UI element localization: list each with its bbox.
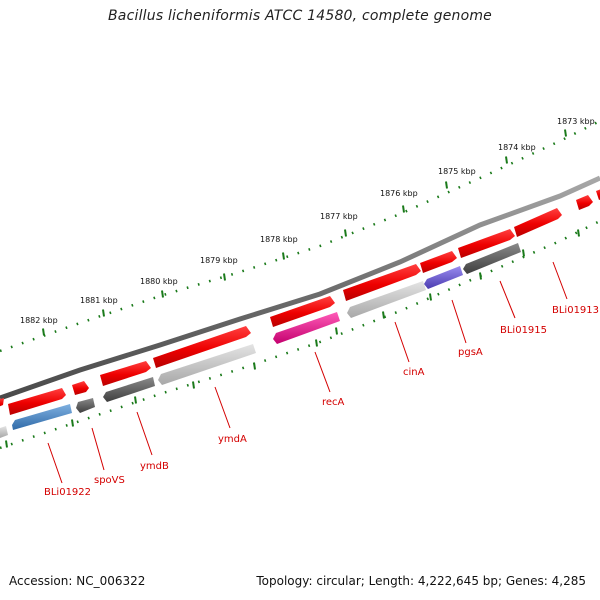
gene-forward bbox=[420, 251, 457, 273]
gene-forward bbox=[596, 189, 600, 200]
ruler-major-tick bbox=[445, 181, 448, 189]
ruler-major-tick bbox=[102, 309, 105, 317]
forward-genes bbox=[0, 189, 600, 415]
ruler-label-1882: 1882 kbp bbox=[20, 316, 58, 325]
ruler-label-1876: 1876 kbp bbox=[380, 189, 418, 198]
outer-ruler-ticks bbox=[42, 129, 567, 336]
ruler-major-tick bbox=[223, 273, 226, 281]
ruler-label-1873: 1873 kbp bbox=[557, 117, 595, 126]
ruler-major-tick bbox=[161, 290, 164, 298]
gene-forward bbox=[100, 361, 151, 386]
genome-summary-text: Topology: circular; Length: 4,222,645 bp… bbox=[256, 574, 586, 588]
gene-gray bbox=[0, 426, 8, 438]
ruler-major-tick bbox=[42, 328, 45, 336]
gene-forward bbox=[72, 381, 89, 395]
gene-label-reca: recA bbox=[322, 397, 345, 408]
gene-label-spovs: spoVS bbox=[94, 475, 125, 486]
ruler-major-tick bbox=[253, 362, 256, 370]
ruler-major-tick bbox=[5, 440, 8, 448]
gene-dark bbox=[103, 377, 155, 402]
gene-label-pgsa: pgsA bbox=[458, 347, 483, 358]
ruler-label-1877: 1877 kbp bbox=[320, 212, 358, 221]
gene-forward bbox=[0, 398, 4, 407]
ruler-label-1878: 1878 kbp bbox=[260, 235, 298, 244]
ruler-major-tick bbox=[402, 205, 405, 213]
ruler-major-tick bbox=[192, 381, 195, 389]
ruler-major-tick bbox=[505, 156, 508, 164]
ruler-major-tick bbox=[282, 252, 285, 260]
gene-label-bli01915: BLi01915 bbox=[500, 325, 547, 336]
ruler-major-tick bbox=[71, 419, 74, 427]
ruler-label-1881: 1881 kbp bbox=[80, 296, 118, 305]
ruler-major-tick bbox=[522, 249, 525, 257]
ruler-major-tick bbox=[577, 229, 580, 237]
gene-forward bbox=[8, 388, 66, 415]
ruler-major-tick bbox=[344, 229, 347, 237]
ruler-label-1875: 1875 kbp bbox=[438, 167, 476, 176]
gene-dark bbox=[463, 243, 521, 274]
outer-ruler bbox=[0, 119, 600, 353]
genome-backbone bbox=[0, 175, 600, 401]
gene-forward bbox=[576, 195, 593, 210]
gene-forward bbox=[458, 229, 515, 258]
ruler-label-1879: 1879 kbp bbox=[200, 256, 238, 265]
gene-label-ymdb: ymdB bbox=[140, 461, 169, 472]
label-leaders bbox=[47, 261, 568, 484]
ruler-major-tick bbox=[134, 396, 137, 404]
accession-text: Accession: NC_006322 bbox=[9, 574, 146, 588]
ruler-major-tick bbox=[315, 339, 318, 347]
gene-label-ymda: ymdA bbox=[218, 434, 247, 445]
ruler-major-tick bbox=[479, 272, 482, 280]
gene-magenta bbox=[273, 312, 340, 344]
ruler-label-1880: 1880 kbp bbox=[140, 277, 178, 286]
gene-gray bbox=[347, 281, 426, 318]
gene-label-bli01922: BLi01922 bbox=[44, 487, 91, 498]
gene-dark bbox=[76, 398, 95, 413]
gene-forward bbox=[343, 264, 421, 301]
ruler-major-tick bbox=[564, 129, 567, 137]
ruler-label-1874: 1874 kbp bbox=[498, 143, 536, 152]
reverse-genes bbox=[0, 243, 521, 438]
ruler-major-tick bbox=[335, 327, 338, 335]
gene-gray bbox=[158, 344, 256, 385]
gene-forward bbox=[270, 296, 335, 327]
gene-label-cina: cinA bbox=[403, 367, 425, 378]
ruler-major-tick bbox=[382, 311, 385, 319]
gene-forward bbox=[153, 326, 251, 368]
gene-purple bbox=[424, 266, 463, 289]
inner-ruler bbox=[0, 219, 600, 450]
inner-ruler-ticks bbox=[5, 229, 580, 448]
map-title: Bacillus licheniformis ATCC 14580, compl… bbox=[108, 8, 492, 24]
gene-label-bli01913: BLi01913 bbox=[552, 305, 599, 316]
gene-forward bbox=[514, 208, 562, 237]
ruler-major-tick bbox=[429, 293, 432, 301]
gene-blue bbox=[12, 404, 72, 430]
